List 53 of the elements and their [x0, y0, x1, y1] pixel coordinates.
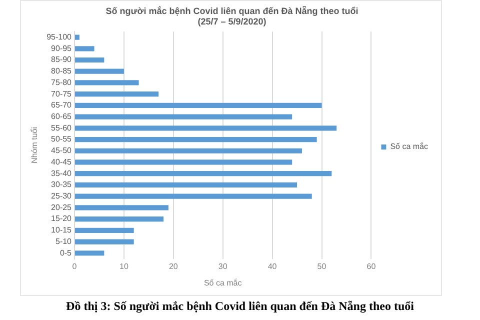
y-tick-label: 60-65 — [51, 112, 72, 122]
y-tick-label: 95-100 — [46, 32, 72, 42]
x-tick-label: 0 — [72, 262, 78, 271]
y-tick-label: 25-30 — [51, 192, 72, 201]
y-tick-label: 80-85 — [51, 66, 72, 76]
y-tick-label: 90-95 — [51, 44, 72, 53]
y-axis-title: Nhóm tuổi — [30, 126, 40, 164]
bar — [75, 171, 332, 176]
bar — [75, 160, 292, 165]
chart-title: Số người mắc bệnh Covid liên quan đến Đà Nẵng theo tuổi — [106, 4, 358, 16]
bar — [75, 216, 164, 222]
y-tick-label: 40-45 — [51, 157, 72, 166]
bar — [75, 34, 80, 40]
x-tick-label: 50 — [317, 262, 327, 271]
bar — [75, 80, 139, 86]
bar — [75, 250, 104, 256]
legend-label: Số ca mắc — [390, 142, 428, 152]
bar — [75, 205, 168, 210]
x-tick-label: 40 — [268, 262, 278, 271]
x-axis-title: Số ca mắc — [204, 278, 242, 288]
bar — [75, 46, 94, 52]
y-tick-label: 45-50 — [51, 146, 72, 156]
chart-subtitle: (25/7 – 5/9/2020) — [198, 16, 266, 27]
y-tick-label: 65-70 — [51, 100, 72, 110]
y-tick-label: 35-40 — [51, 168, 72, 178]
bar — [75, 148, 302, 154]
bar — [75, 126, 337, 131]
bar — [75, 57, 104, 63]
x-tick-label: 20 — [168, 262, 178, 271]
bar — [75, 114, 292, 120]
x-tick-label: 30 — [218, 262, 228, 271]
bar — [75, 136, 317, 142]
text: Đồ thị 3: Số người mắc bệnh Covid liên quan đến Đà Nẵng theo tuổi — [65, 299, 415, 314]
x-tick-label: 60 — [366, 262, 376, 271]
y-tick-label: 5-10 — [55, 236, 72, 246]
bar — [75, 68, 124, 74]
x-tick-label: 10 — [120, 262, 129, 271]
y-tick-label: 55-60 — [51, 123, 72, 132]
bar — [75, 194, 312, 199]
bar — [75, 92, 159, 97]
bar — [75, 239, 134, 244]
y-tick-label: 0-5 — [60, 248, 72, 258]
y-tick-label: 85-90 — [51, 55, 72, 64]
bar — [75, 182, 298, 188]
y-tick-label: 30-35 — [51, 180, 72, 190]
y-tick-label: 50-55 — [51, 134, 72, 144]
y-tick-label: 70-75 — [51, 89, 72, 98]
y-tick-label: 15-20 — [51, 214, 72, 224]
y-tick-label: 10-15 — [51, 226, 72, 235]
y-tick-label: 75-80 — [51, 78, 72, 87]
bar — [75, 102, 322, 108]
bar — [75, 228, 134, 233]
y-tick-label: 20-25 — [51, 202, 72, 212]
